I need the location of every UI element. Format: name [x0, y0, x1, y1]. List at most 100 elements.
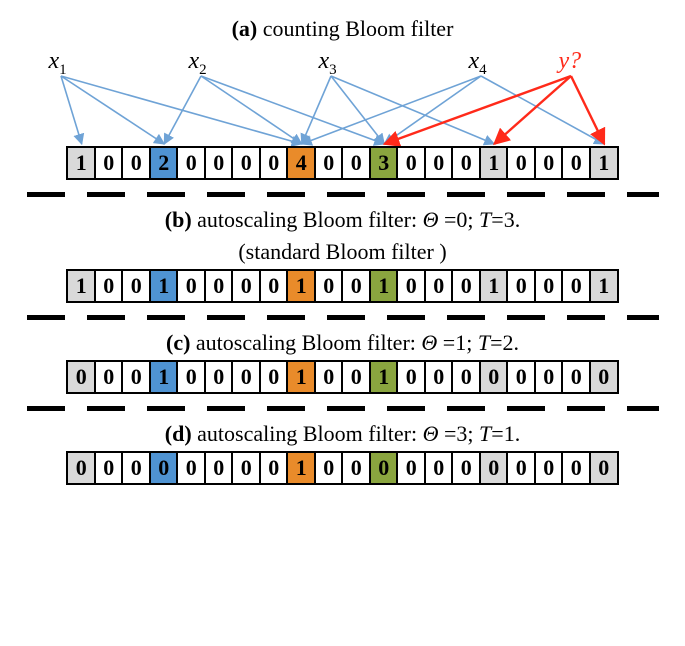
- cell: 0: [534, 451, 564, 485]
- cell: 0: [561, 146, 591, 180]
- separator: [27, 315, 659, 320]
- hash-arrow: [61, 76, 302, 144]
- panel-label: (a): [232, 16, 258, 41]
- panel-label: (b): [165, 207, 192, 232]
- cell: 0: [534, 146, 564, 180]
- cell: 0: [176, 146, 206, 180]
- hash-arrow: [481, 76, 604, 144]
- filter-row-c: 00010000100100000000: [11, 360, 675, 394]
- hash-arrow: [164, 76, 201, 144]
- hash-arrow: [61, 76, 82, 144]
- cell: 0: [396, 451, 426, 485]
- cell: 1: [286, 451, 316, 485]
- input-label-1: x1: [49, 48, 67, 79]
- panel-caption-text: counting Bloom filter: [263, 16, 454, 41]
- cell: 0: [314, 269, 344, 303]
- cell: 0: [314, 451, 344, 485]
- separator: [27, 406, 659, 411]
- hash-arrow: [301, 76, 330, 144]
- filter-row-b: 10010000100100010001: [11, 269, 675, 303]
- panel-caption-c: (c) autoscaling Bloom filter: Θ =1; T=2.: [10, 330, 675, 356]
- panel-caption-b: (b) autoscaling Bloom filter: Θ =0; T=3.: [10, 207, 675, 233]
- filter-row-d: 00000000100000000000: [11, 451, 675, 485]
- cell: 0: [204, 451, 234, 485]
- cell: 0: [451, 360, 481, 394]
- cell: 1: [589, 269, 619, 303]
- cell: 0: [561, 451, 591, 485]
- hash-arrow: [301, 76, 480, 144]
- cell: 0: [451, 269, 481, 303]
- filter-row-a: 10020000400300010001: [11, 146, 675, 180]
- query-label: y?: [559, 48, 582, 75]
- cell: 1: [479, 269, 509, 303]
- cell: 0: [341, 146, 371, 180]
- hash-arrow: [61, 76, 164, 144]
- cell: 0: [424, 146, 454, 180]
- cell: 0: [121, 146, 151, 180]
- cell: 1: [66, 269, 96, 303]
- cell: 0: [204, 269, 234, 303]
- separator: [27, 192, 659, 197]
- cell: 0: [396, 269, 426, 303]
- cell: 0: [231, 146, 261, 180]
- input-label-4: x4: [469, 48, 487, 79]
- cell: 0: [341, 451, 371, 485]
- panel-caption-text: autoscaling Bloom filter: Θ =3; T=1.: [197, 421, 520, 446]
- cell: 0: [479, 360, 509, 394]
- cell: 0: [94, 360, 124, 394]
- cell: 0: [121, 269, 151, 303]
- hash-arrow: [331, 76, 384, 144]
- hash-arrow: [571, 76, 604, 144]
- panel-subcaption: (standard Bloom filter ): [10, 239, 675, 265]
- hash-arrow: [331, 76, 494, 144]
- bloom-filter-diagram: (a) counting Bloom filter x1 x2 x3 x4 y? 10020…: [10, 16, 675, 485]
- hash-arrow: [494, 76, 571, 144]
- cell: 0: [176, 451, 206, 485]
- cell: 0: [259, 146, 289, 180]
- cell: 0: [424, 360, 454, 394]
- cell: 0: [369, 451, 399, 485]
- cell: 0: [149, 451, 179, 485]
- cell: 1: [286, 269, 316, 303]
- cell: 0: [231, 360, 261, 394]
- input-label-2: x2: [189, 48, 207, 79]
- hash-arrow: [201, 76, 302, 144]
- cell: 0: [506, 451, 536, 485]
- cell: 3: [369, 146, 399, 180]
- cell: 0: [396, 360, 426, 394]
- cell: 0: [231, 269, 261, 303]
- cell: 0: [451, 146, 481, 180]
- cell: 0: [534, 360, 564, 394]
- cell: 0: [534, 269, 564, 303]
- cell: 0: [506, 360, 536, 394]
- cell: 0: [259, 360, 289, 394]
- cell: 0: [259, 451, 289, 485]
- cell: 1: [149, 269, 179, 303]
- cell: 4: [286, 146, 316, 180]
- cell: 0: [94, 269, 124, 303]
- panel-caption-text: autoscaling Bloom filter: Θ =1; T=2.: [196, 330, 519, 355]
- cell: 0: [176, 360, 206, 394]
- cell: 1: [589, 146, 619, 180]
- cell: 0: [396, 146, 426, 180]
- cell: 1: [369, 360, 399, 394]
- cell: 0: [94, 146, 124, 180]
- hash-arrow: [201, 76, 384, 144]
- cell: 0: [506, 269, 536, 303]
- panel-caption-d: (d) autoscaling Bloom filter: Θ =3; T=1.: [10, 421, 675, 447]
- hash-arrow: [384, 76, 571, 144]
- cell: 0: [94, 451, 124, 485]
- hash-arrow: [384, 76, 481, 144]
- cell: 0: [341, 269, 371, 303]
- cell: 0: [204, 360, 234, 394]
- cell: 0: [121, 360, 151, 394]
- cell: 0: [231, 451, 261, 485]
- cell: 0: [506, 146, 536, 180]
- cell: 0: [561, 269, 591, 303]
- cell: 1: [149, 360, 179, 394]
- cell: 0: [66, 451, 96, 485]
- cell: 0: [259, 269, 289, 303]
- cell: 0: [204, 146, 234, 180]
- input-label-3: x3: [319, 48, 337, 79]
- cell: 0: [314, 360, 344, 394]
